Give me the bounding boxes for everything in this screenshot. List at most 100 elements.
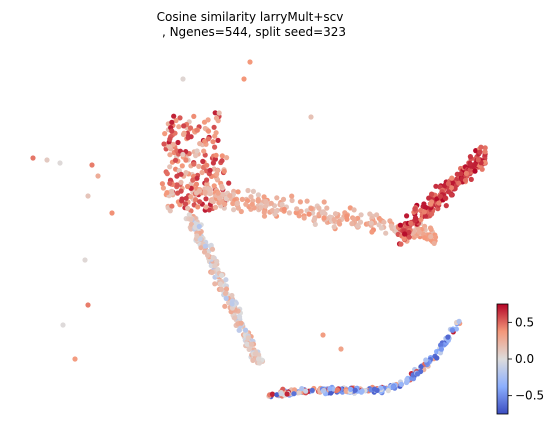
scatter-point <box>214 171 220 177</box>
scatter-point <box>279 201 285 208</box>
scatter-point <box>301 215 307 221</box>
scatter-point <box>423 357 429 363</box>
scatter-point <box>167 164 173 170</box>
scatter-point <box>197 141 203 147</box>
scatter-point <box>291 391 297 397</box>
scatter-point <box>188 221 194 227</box>
scatter-point <box>211 124 217 130</box>
scatter-point <box>204 177 210 183</box>
scatter-point <box>171 113 177 119</box>
scatter-point <box>445 189 452 195</box>
scatter-point <box>212 133 218 139</box>
scatter-point <box>308 114 314 120</box>
scatter-point <box>180 76 186 82</box>
scatter-point <box>359 388 365 394</box>
scatter-point <box>418 364 424 370</box>
scatter-point <box>194 127 200 133</box>
scatter-point <box>398 381 404 387</box>
scatter-point <box>429 191 435 197</box>
scatter-point <box>173 117 179 124</box>
scatter-point <box>215 190 221 196</box>
scatter-point <box>210 160 216 166</box>
scatter-point <box>433 183 439 189</box>
scatter-point <box>352 387 358 393</box>
scatter-point <box>311 216 317 223</box>
scatter-point <box>324 205 330 211</box>
scatter-point <box>428 201 434 207</box>
scatter-point <box>85 193 91 199</box>
scatter-point <box>203 204 209 210</box>
scatter-point <box>403 379 410 386</box>
scatter-point <box>250 357 256 363</box>
scatter-point <box>223 286 230 292</box>
scatter-point <box>241 76 247 82</box>
scatter-point <box>404 213 410 219</box>
scatter-point <box>406 229 412 235</box>
scatter-point <box>237 314 243 320</box>
scatter-point <box>202 138 208 144</box>
scatter-point <box>331 224 337 230</box>
scatter-point <box>429 211 435 217</box>
scatter-point <box>274 392 280 398</box>
scatter-point <box>196 188 202 194</box>
scatter-point <box>214 258 220 264</box>
scatter-point <box>312 221 318 227</box>
scatter-point <box>351 207 357 213</box>
scatter-point <box>205 117 211 123</box>
scatter-point <box>385 388 391 394</box>
scatter-point <box>197 199 203 205</box>
scatter-point <box>248 194 254 200</box>
scatter-point <box>170 141 176 147</box>
scatter-point <box>222 290 229 296</box>
scatter-point <box>226 180 232 186</box>
scatter-point <box>308 205 314 212</box>
scatter-point <box>462 177 469 183</box>
scatter-point <box>261 213 268 219</box>
colorbar-tick-label: −0.5 <box>515 389 544 403</box>
scatter-point <box>436 200 442 206</box>
scatter-point <box>218 286 224 292</box>
scatter-point <box>219 158 225 164</box>
scatter-point <box>182 201 189 207</box>
scatter-point <box>397 222 403 228</box>
scatter-point <box>344 213 350 219</box>
scatter-point <box>204 162 210 168</box>
scatter-point <box>193 153 199 159</box>
scatter-point <box>320 332 326 338</box>
scatter-point <box>188 216 194 223</box>
scatter-point <box>478 144 484 150</box>
scatter-point <box>174 173 180 179</box>
colorbar: 0.5 0.0 −0.5 <box>496 303 544 415</box>
scatter-point <box>219 153 225 159</box>
scatter-point <box>205 128 212 134</box>
scatter-point <box>166 144 172 150</box>
colorbar-ticks: 0.5 0.0 −0.5 <box>508 315 544 403</box>
scatter-point <box>320 388 326 394</box>
scatter-point <box>422 213 428 219</box>
scatter-point <box>224 155 230 161</box>
scatter-point <box>229 301 235 307</box>
scatter-point <box>89 162 95 168</box>
scatter-point <box>188 194 194 200</box>
scatter-point <box>299 386 305 392</box>
scatter-point <box>263 203 269 209</box>
scatter-point <box>212 144 218 150</box>
scatter-point <box>303 388 309 394</box>
scatter-point <box>167 136 173 142</box>
scatter-point <box>367 211 373 217</box>
scatter-point <box>431 240 437 246</box>
scatter-point <box>200 158 206 164</box>
scatter-point <box>250 188 256 194</box>
scatter-point <box>332 211 339 217</box>
scatter-point <box>415 225 421 231</box>
scatter-point <box>411 229 417 235</box>
scatter-point <box>213 115 220 121</box>
scatter-point <box>261 194 267 200</box>
scatter-point <box>258 205 264 211</box>
scatter-point <box>212 281 218 287</box>
scatter-point <box>169 119 175 125</box>
scatter-point <box>188 226 194 232</box>
scatter-point <box>482 145 488 151</box>
scatter-point <box>289 197 295 204</box>
